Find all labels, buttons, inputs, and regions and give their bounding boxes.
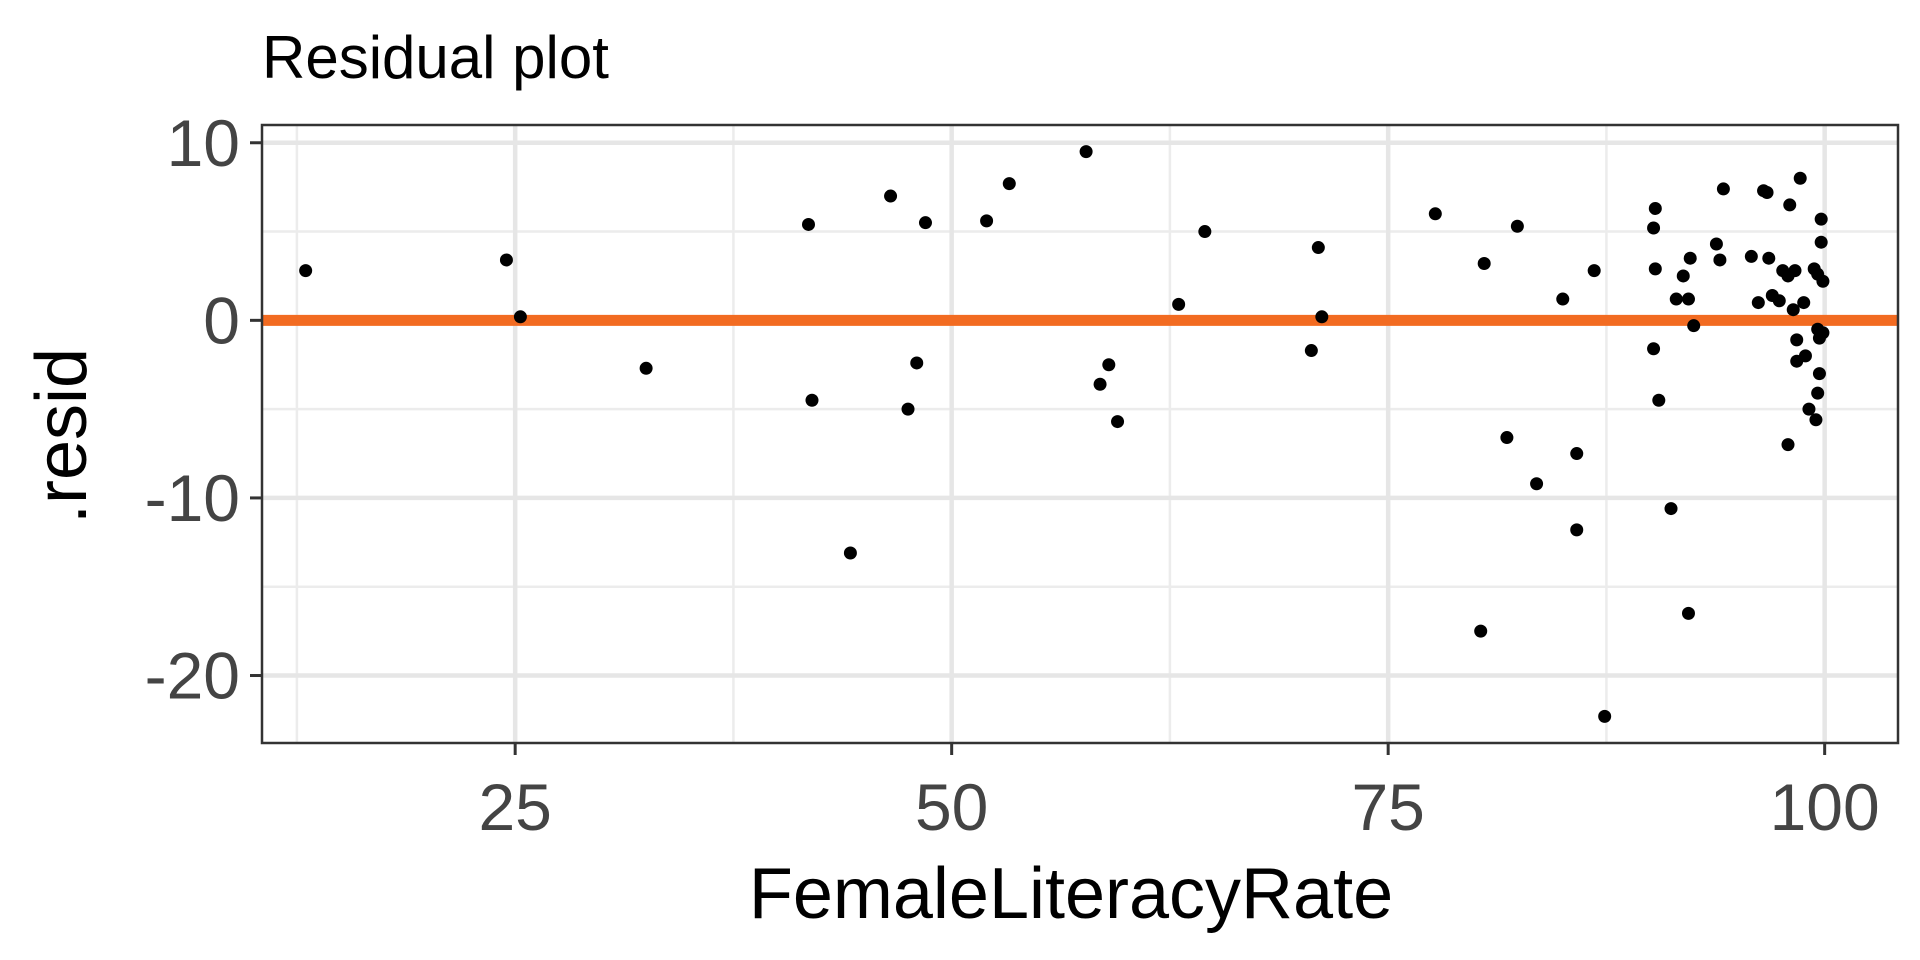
residual-point <box>1510 219 1524 233</box>
major-gridlines <box>262 125 1898 743</box>
residual-point <box>1428 207 1442 221</box>
residual-point <box>1311 241 1325 255</box>
residual-point <box>1477 257 1491 271</box>
residual-point <box>1797 296 1811 310</box>
residual-point <box>1102 358 1116 372</box>
x-axis: 25 50 75 100 <box>478 743 1880 844</box>
residual-point <box>1812 367 1826 381</box>
residual-point <box>980 214 994 228</box>
residual-point <box>1793 171 1807 185</box>
residual-point <box>1802 402 1816 416</box>
residual-point <box>1687 319 1701 333</box>
panel-border <box>260 123 1900 745</box>
residual-point <box>1786 303 1800 317</box>
residual-point <box>1798 349 1812 363</box>
residual-point <box>499 253 513 267</box>
residual-point <box>1783 198 1797 212</box>
residual-point <box>1500 431 1514 445</box>
y-tick-label: 10 <box>167 106 240 180</box>
residual-point <box>1474 624 1488 638</box>
residual-point <box>1598 709 1612 723</box>
residual-points <box>299 145 1830 723</box>
residual-point <box>1713 253 1727 267</box>
residual-point <box>1676 269 1690 283</box>
residual-point <box>1669 292 1683 306</box>
residual-point <box>1814 212 1828 226</box>
x-tick-label: 75 <box>1351 770 1424 844</box>
residual-point <box>1198 225 1212 239</box>
residual-point <box>910 356 924 370</box>
residual-point <box>1647 221 1661 235</box>
residual-point <box>1570 523 1584 537</box>
residual-point <box>1648 201 1662 215</box>
residual-point <box>1744 249 1758 263</box>
y-axis: 10 0 -10 -20 <box>145 106 262 713</box>
residual-point <box>1530 477 1544 491</box>
residual-point <box>1664 502 1678 516</box>
residual-point <box>1093 377 1107 391</box>
residual-point <box>805 393 819 407</box>
residual-point <box>1587 264 1601 278</box>
residual-point <box>1570 447 1584 461</box>
residual-point <box>1315 310 1329 324</box>
residual-point <box>1816 274 1830 288</box>
x-axis-title: FemaleLiteracyRate <box>749 854 1393 934</box>
chart-title: Residual plot <box>262 24 609 91</box>
residual-point <box>299 264 313 278</box>
residual-point <box>1681 292 1695 306</box>
residual-point <box>1709 237 1723 251</box>
residual-point <box>918 216 932 230</box>
residual-point <box>1751 296 1765 310</box>
residual-point <box>1760 185 1774 199</box>
residual-point <box>1647 342 1661 356</box>
residual-point <box>884 189 898 203</box>
residual-point <box>1556 292 1570 306</box>
residual-point <box>1762 251 1776 265</box>
residual-point <box>1648 262 1662 276</box>
residual-point <box>1652 393 1666 407</box>
residual-point <box>1681 606 1695 620</box>
residual-point <box>901 402 915 416</box>
x-tick-label: 50 <box>915 770 988 844</box>
residual-point <box>639 361 653 375</box>
residual-point <box>1683 251 1697 265</box>
panel-background <box>262 125 1898 743</box>
residual-point <box>1814 235 1828 249</box>
residual-point <box>1809 413 1823 427</box>
residual-point <box>843 546 857 560</box>
residual-point <box>1781 438 1795 452</box>
residual-point <box>1002 177 1016 191</box>
residual-point <box>1811 386 1825 400</box>
y-tick-label: -10 <box>145 461 240 535</box>
residual-point <box>1111 415 1125 429</box>
residual-point <box>1816 326 1830 340</box>
residual-point <box>1788 264 1802 278</box>
residual-point <box>801 217 815 231</box>
x-tick-label: 100 <box>1770 770 1880 844</box>
residual-point <box>1172 297 1186 311</box>
minor-gridlines <box>262 125 1898 743</box>
residual-point <box>1716 182 1730 196</box>
y-tick-label: 0 <box>203 283 240 357</box>
y-axis-title: .resid <box>22 348 102 524</box>
residual-point <box>513 310 527 324</box>
y-tick-label: -20 <box>145 639 240 713</box>
x-tick-label: 25 <box>478 770 551 844</box>
residual-point <box>1079 145 1093 159</box>
residual-point <box>1772 294 1786 308</box>
residual-point <box>1304 344 1318 358</box>
plot-panel <box>260 123 1900 745</box>
residual-point <box>1790 333 1804 347</box>
